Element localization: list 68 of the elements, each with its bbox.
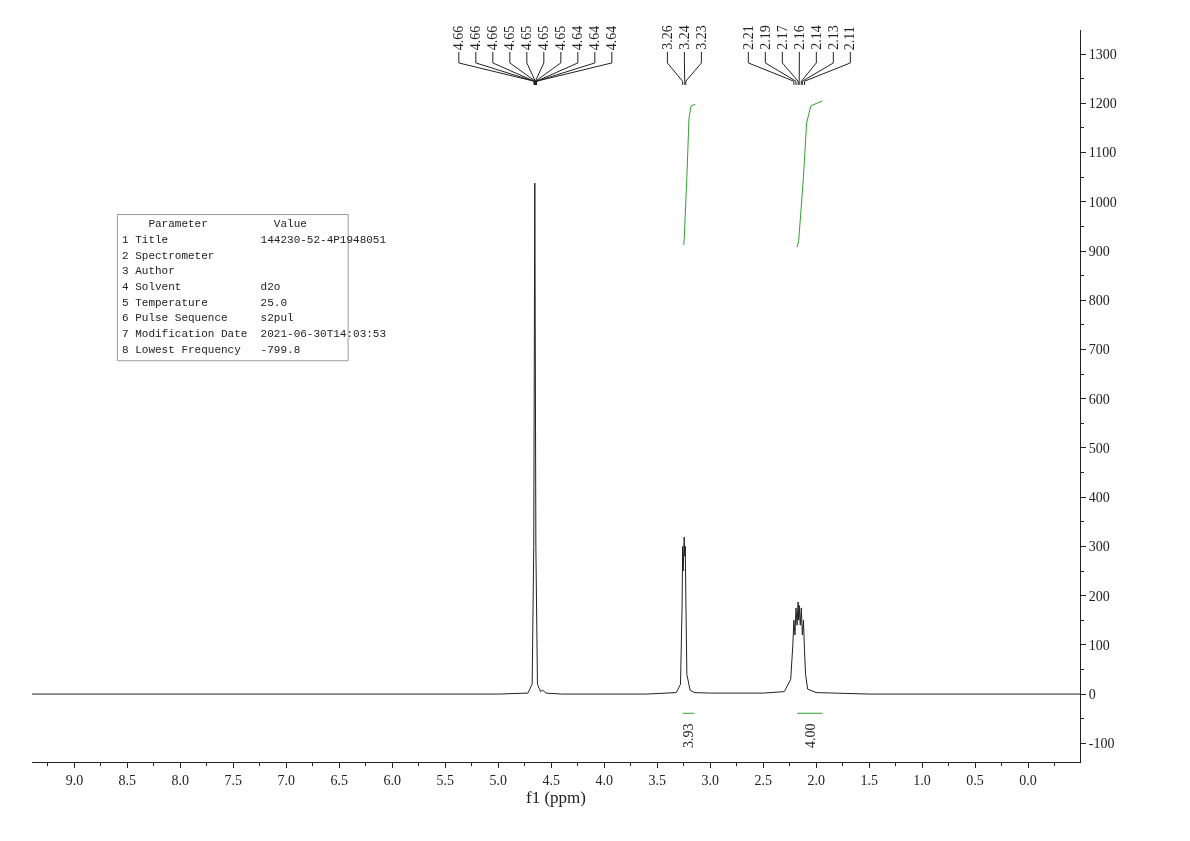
y-tick-label: 500 bbox=[1088, 440, 1110, 456]
annotation: 5 Temperature 25.0 bbox=[122, 297, 288, 309]
x-tick-label: 4.0 bbox=[595, 772, 613, 788]
line-series bbox=[683, 103, 696, 246]
annotation: 3 Author bbox=[122, 265, 175, 277]
x-tick-label: 2.0 bbox=[807, 772, 825, 788]
y-tick-label: 400 bbox=[1088, 490, 1110, 506]
y-tick-label: 1200 bbox=[1088, 96, 1117, 112]
y-tick-label: 800 bbox=[1088, 293, 1110, 309]
annotation: 2.14 bbox=[808, 25, 824, 50]
annotation: 2.17 bbox=[774, 25, 790, 50]
annotation: 4.00 bbox=[802, 723, 818, 748]
annotation: 4.64 bbox=[587, 25, 603, 51]
y-tick-label: 0 bbox=[1088, 686, 1096, 702]
x-tick-label: 5.0 bbox=[489, 772, 507, 788]
annotation: 4.65 bbox=[519, 25, 535, 51]
y-tick-label: 1300 bbox=[1088, 47, 1117, 63]
annotation: 2.19 bbox=[757, 25, 773, 50]
annotation: 3.23 bbox=[693, 25, 709, 50]
y-tick-label: 100 bbox=[1088, 637, 1110, 653]
annotation: 4.65 bbox=[502, 25, 518, 51]
annotation: 3.26 bbox=[659, 25, 675, 50]
annotation: 4.65 bbox=[553, 25, 569, 51]
annotation: 6 Pulse Sequence s2pul bbox=[122, 312, 294, 324]
annotation: 2.11 bbox=[842, 26, 858, 51]
annotation: 4.66 bbox=[485, 25, 501, 51]
x-tick-label: 8.5 bbox=[118, 772, 137, 788]
y-tick-label: 600 bbox=[1088, 391, 1110, 407]
y-tick-label: 900 bbox=[1088, 243, 1110, 259]
x-tick-label: 3.0 bbox=[701, 772, 719, 788]
x-tick-label: 2.5 bbox=[754, 772, 772, 788]
y-tick-label: 200 bbox=[1088, 588, 1110, 604]
x-tick-label: 0.0 bbox=[1019, 772, 1037, 788]
annotation: 4 Solvent d2o bbox=[122, 281, 281, 293]
x-tick-label: 6.5 bbox=[330, 772, 349, 788]
annotation: 2.13 bbox=[825, 25, 841, 50]
annotation: Parameter Value bbox=[122, 218, 307, 230]
x-axis-title: f1 (ppm) bbox=[526, 787, 586, 807]
x-tick-label: 7.5 bbox=[224, 772, 243, 788]
annotation: 2 Spectrometer bbox=[122, 250, 215, 262]
annotation: 2.21 bbox=[740, 25, 756, 50]
x-tick-label: 0.5 bbox=[966, 772, 984, 788]
x-tick-label: 4.5 bbox=[542, 772, 560, 788]
annotation: 3.93 bbox=[680, 723, 696, 749]
annotation: 4.66 bbox=[468, 25, 484, 51]
annotation: 1 Title 144230-52-4P1948051 bbox=[122, 234, 387, 246]
x-tick-label: 1.5 bbox=[860, 772, 878, 788]
x-tick-label: 5.5 bbox=[436, 772, 455, 788]
x-tick-label: 6.0 bbox=[383, 772, 402, 788]
y-tick-label: 700 bbox=[1088, 342, 1110, 358]
y-tick-label: 1100 bbox=[1088, 145, 1117, 161]
annotation: 3.24 bbox=[676, 25, 692, 50]
annotation: 8 Lowest Frequency -799.8 bbox=[122, 344, 301, 356]
y-tick-label: 300 bbox=[1088, 539, 1110, 555]
annotation: 4.64 bbox=[570, 25, 586, 51]
x-tick-label: 1.0 bbox=[913, 772, 931, 788]
annotation: 2.16 bbox=[791, 25, 807, 50]
annotation: 4.65 bbox=[536, 25, 552, 51]
x-tick-label: 3.5 bbox=[648, 772, 666, 788]
annotation: 4.66 bbox=[451, 25, 467, 51]
annotation: 7 Modification Date 2021-06-30T14:03:53 bbox=[122, 328, 387, 340]
annotation: 4.64 bbox=[604, 25, 620, 51]
x-tick-label: 7.0 bbox=[277, 772, 296, 788]
x-tick-label: 9.0 bbox=[65, 772, 84, 788]
y-tick-label: -100 bbox=[1088, 736, 1115, 752]
line-series bbox=[796, 100, 823, 248]
x-tick-label: 8.0 bbox=[171, 772, 190, 788]
y-tick-label: 1000 bbox=[1088, 194, 1117, 210]
